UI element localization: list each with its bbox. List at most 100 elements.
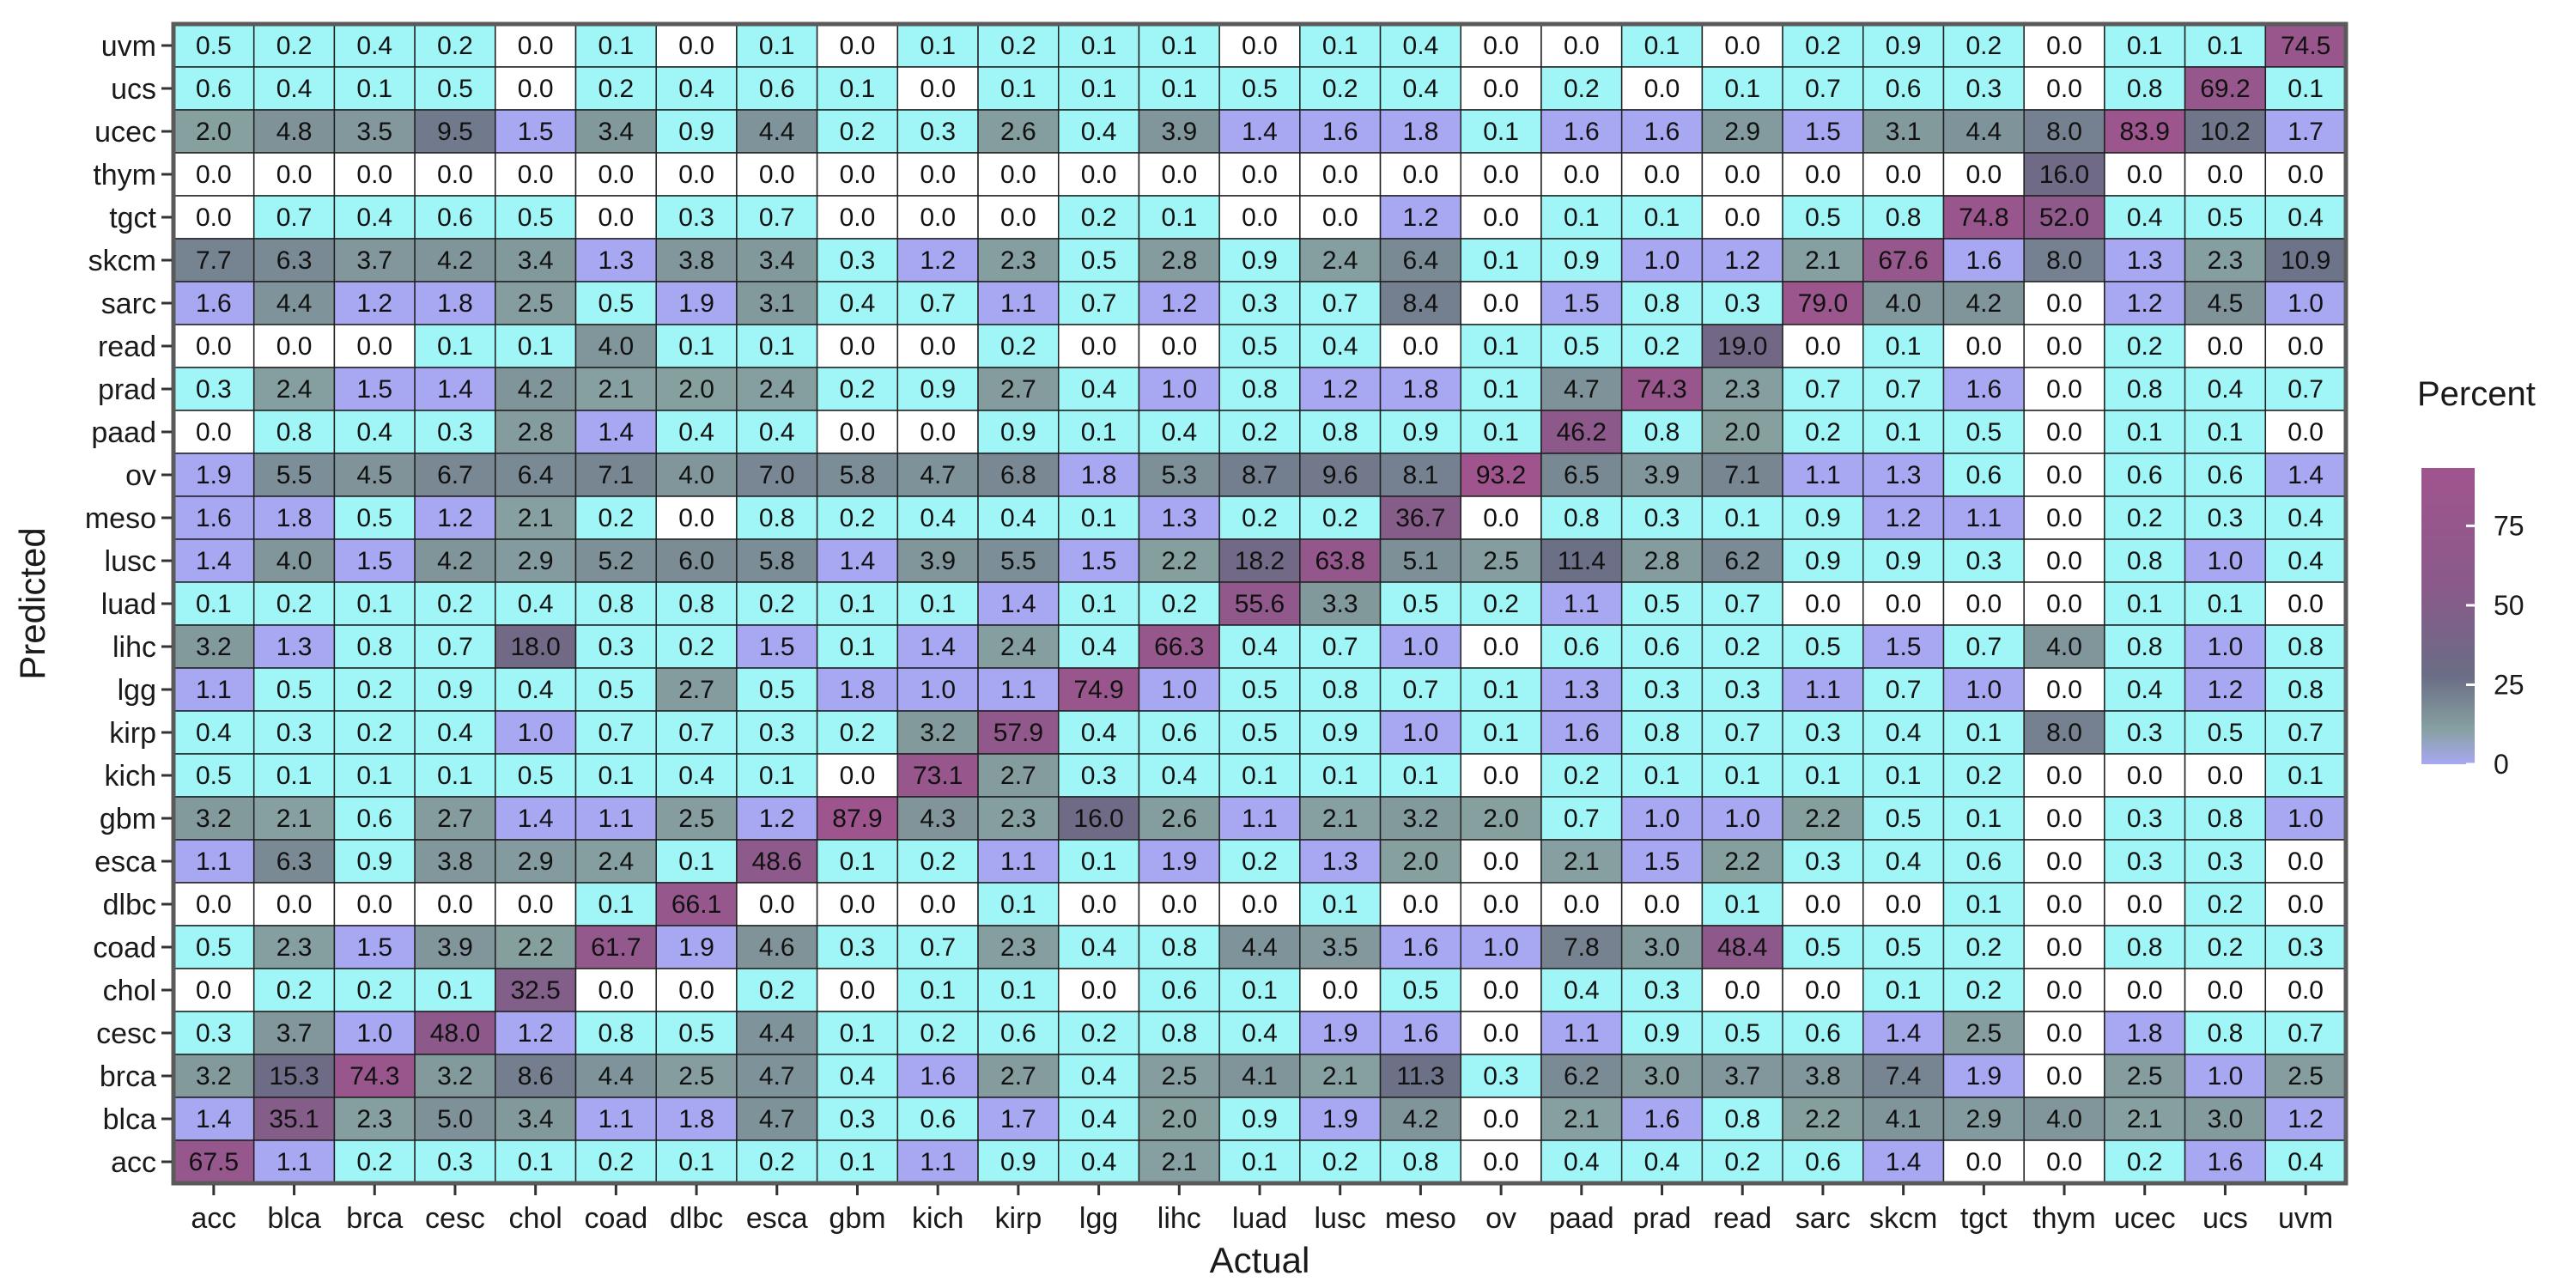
cell-value-label: 0.3 [678, 204, 714, 232]
cell-value-label: 0.0 [1724, 976, 1760, 1005]
cell-value-label: 0.5 [2208, 204, 2244, 232]
heatmap-cell [1379, 238, 1462, 283]
heatmap-cell [1299, 66, 1382, 111]
cell-value-label: 66.3 [1154, 633, 1204, 661]
heatmap-cell [1379, 367, 1462, 411]
heatmap-cell [333, 667, 416, 712]
cell-value-label: 0.3 [1081, 762, 1117, 790]
cell-value-label: 0.0 [2287, 418, 2324, 447]
cell-value-label: 0.0 [759, 161, 795, 189]
cell-value-label: 0.4 [1564, 1148, 1600, 1176]
cell-value-label: 0.0 [2127, 161, 2163, 189]
cell-value-label: 0.4 [2127, 676, 2163, 704]
cell-value-label: 4.2 [1965, 289, 2002, 318]
heatmap-cell [1057, 1054, 1140, 1098]
heatmap-cell [1138, 495, 1220, 540]
heatmap-cell [1942, 1097, 2025, 1141]
cell-value-label: 0.4 [1644, 1148, 1680, 1176]
cell-value-label: 0.2 [840, 504, 876, 532]
cell-value-label: 1.4 [1242, 118, 1278, 146]
cell-value-label: 0.0 [437, 890, 473, 919]
cell-value-label: 3.8 [437, 848, 473, 876]
cell-value-label: 0.0 [1000, 204, 1036, 232]
cell-value-label: 0.1 [1644, 32, 1680, 60]
cell-value-label: 4.7 [759, 1105, 795, 1133]
cell-value-label: 0.0 [1161, 161, 1197, 189]
heatmap-cell [1782, 1097, 1864, 1141]
cell-value-label: 0.0 [1161, 890, 1197, 919]
cell-value-label: 0.4 [2287, 504, 2324, 532]
heatmap-cell [1138, 410, 1220, 454]
cell-value-label: 0.7 [1886, 375, 1922, 404]
cell-value-label: 0.8 [1724, 1105, 1760, 1133]
heatmap-cell [1138, 796, 1220, 841]
heatmap-cell [495, 925, 577, 969]
heatmap-cell [977, 624, 1060, 669]
cell-value-label: 1.2 [1724, 246, 1760, 275]
cell-value-label: 87.9 [832, 805, 882, 833]
cell-value-label: 0.3 [1242, 289, 1278, 318]
heatmap-cell [1782, 23, 1864, 68]
heatmap-cell [655, 882, 738, 927]
heatmap-cell [1862, 710, 1945, 755]
heatmap-cell [1620, 23, 1704, 68]
heatmap-cell [816, 1139, 899, 1184]
cell-value-label: 0.4 [1081, 1062, 1117, 1091]
heatmap-cell [2184, 667, 2267, 712]
heatmap-cell [1379, 1011, 1462, 1055]
cell-value-label: 0.8 [2127, 933, 2163, 962]
cell-value-label: 0.4 [678, 418, 714, 447]
cell-value-label: 2.1 [1564, 848, 1600, 876]
legend-color-bar [2421, 468, 2475, 764]
cell-value-label: 1.1 [1564, 590, 1600, 618]
cell-value-label: 0.1 [1483, 676, 1519, 704]
cell-value-label: 7.1 [1724, 461, 1760, 489]
cell-value-label: 2.1 [1322, 1062, 1358, 1091]
x-axis-title: Actual [1210, 1240, 1310, 1280]
heatmap-cell [2264, 195, 2347, 240]
heatmap-cell [1379, 1054, 1462, 1098]
cell-value-label: 16.0 [2039, 161, 2089, 189]
heatmap-cell [252, 152, 336, 197]
heatmap-cell [1782, 538, 1864, 583]
cell-value-label: 0.3 [1644, 976, 1680, 1005]
x-tick-label: sarc [1795, 1202, 1850, 1235]
cell-value-label: 0.0 [2046, 32, 2082, 60]
cell-value-label: 1.2 [1161, 289, 1197, 318]
heatmap-cell [1540, 324, 1623, 368]
heatmap-cell [1701, 925, 1783, 969]
heatmap-cell [1460, 1054, 1542, 1098]
cell-value-label: 1.3 [2127, 246, 2163, 275]
cell-value-label: 0.8 [2127, 633, 2163, 661]
cell-value-label: 0.0 [196, 976, 232, 1005]
cell-value-label: 3.7 [276, 1019, 313, 1048]
cell-value-label: 1.1 [920, 1148, 956, 1176]
x-tick-label: chol [508, 1202, 562, 1235]
cell-value-label: 0.3 [2127, 848, 2163, 876]
cell-value-label: 6.0 [678, 547, 714, 575]
heatmap-cell [1379, 109, 1462, 154]
heatmap-cell [2264, 1011, 2347, 1055]
cell-value-label: 1.3 [1322, 848, 1358, 876]
heatmap-cell [1057, 1097, 1140, 1141]
heatmap-cell [252, 538, 336, 583]
cell-value-label: 0.3 [196, 375, 232, 404]
x-tick-label: luad [1232, 1202, 1287, 1235]
heatmap-cell [1218, 624, 1301, 669]
heatmap-cell [574, 495, 657, 540]
cell-value-label: 0.1 [2208, 590, 2244, 618]
heatmap-cell [736, 495, 818, 540]
cell-value-label: 3.8 [1805, 1062, 1841, 1091]
cell-value-label: 0.7 [2287, 719, 2324, 747]
heatmap-cell [1218, 238, 1301, 283]
cell-value-label: 1.6 [196, 289, 232, 318]
heatmap-cell [1862, 66, 1945, 111]
cell-value-label: 11.4 [1558, 547, 1606, 575]
cell-value-label: 2.5 [2127, 1062, 2163, 1091]
heatmap-cell [1379, 410, 1462, 454]
heatmap-cell [495, 796, 577, 841]
heatmap-cell [1862, 238, 1945, 283]
cell-value-label: 0.3 [1724, 289, 1760, 318]
cell-value-label: 0.7 [1886, 676, 1922, 704]
heatmap-cell [2264, 796, 2347, 841]
